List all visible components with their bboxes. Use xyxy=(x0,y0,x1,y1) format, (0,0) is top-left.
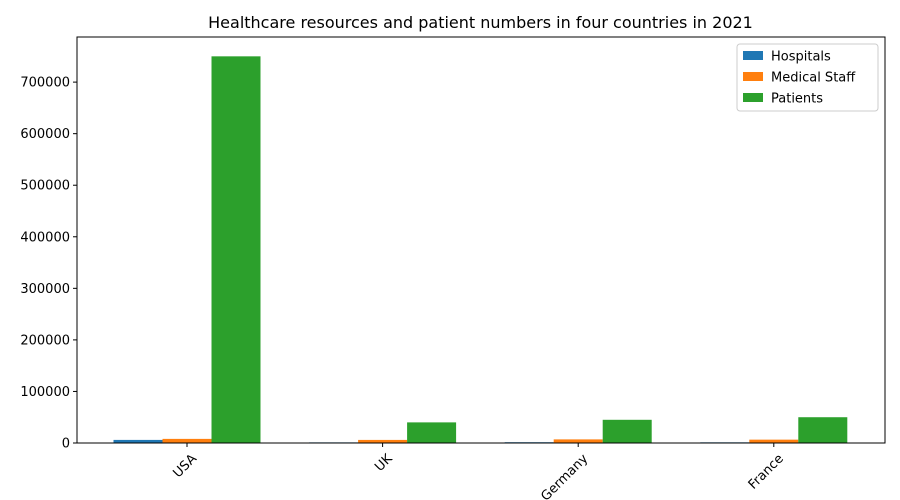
bar-patients-usa xyxy=(211,56,261,443)
legend-box xyxy=(736,43,879,112)
bar-patients-germany xyxy=(602,419,652,443)
bar-patients-uk xyxy=(407,422,457,443)
x-tick-label: Germany xyxy=(538,451,591,500)
bar-hospitals-usa xyxy=(113,439,163,443)
y-tick-label: 500000 xyxy=(20,179,70,194)
x-tick-label: France xyxy=(746,451,787,492)
legend-label: Medical Staff xyxy=(771,71,856,86)
bars-group xyxy=(113,56,848,443)
y-tick-label: 700000 xyxy=(20,76,70,91)
x-axis: USA UK Germany France xyxy=(170,443,787,500)
legend-swatch xyxy=(743,51,763,60)
x-tick-label: UK xyxy=(372,451,396,475)
plot-frame xyxy=(76,36,886,444)
y-axis: 0 100000 200000 300000 400000 500000 600000 700… xyxy=(20,76,77,452)
y-tick-label: 200000 xyxy=(20,333,70,348)
bar-medical-staff-usa xyxy=(162,438,212,443)
bar-medical-staff-uk xyxy=(358,439,408,443)
legend: Hospitals Medical Staff Patients xyxy=(736,43,879,112)
bar-medical-staff-france xyxy=(749,439,799,443)
y-tick-label: 400000 xyxy=(20,230,70,245)
y-tick-label: 300000 xyxy=(20,282,70,297)
y-tick-label: 100000 xyxy=(20,385,70,400)
chart-title: Healthcare resources and patient numbers… xyxy=(208,13,753,32)
bar-patients-france xyxy=(798,417,848,443)
legend-label: Hospitals xyxy=(771,50,831,65)
legend-swatch xyxy=(743,93,763,102)
legend-swatch xyxy=(743,72,763,81)
y-tick-label: 600000 xyxy=(20,127,70,142)
y-tick-label: 0 xyxy=(62,437,70,452)
x-tick-label: USA xyxy=(170,451,200,481)
legend-label: Patients xyxy=(771,92,823,107)
bar-medical-staff-germany xyxy=(553,439,603,443)
